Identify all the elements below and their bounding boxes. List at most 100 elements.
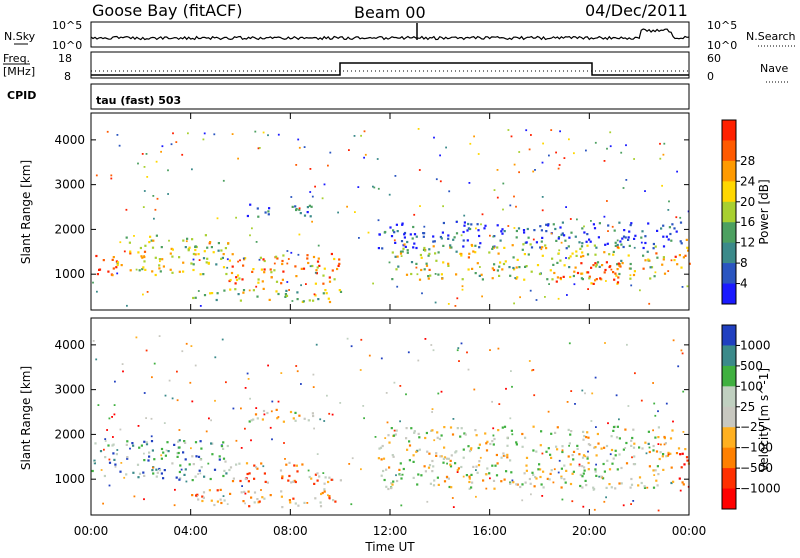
- echo-cell: [298, 207, 301, 210]
- echo-cell: [126, 440, 129, 443]
- echo-cell: [148, 241, 151, 244]
- echo-cell: [119, 241, 122, 244]
- echo-cell: [456, 427, 459, 430]
- echo-cell: [384, 437, 387, 439]
- echo-cell: [508, 266, 511, 269]
- echo-cell: [220, 249, 223, 252]
- echo-cell: [297, 504, 300, 507]
- echo-cell: [408, 440, 411, 443]
- echo-cell: [606, 242, 609, 245]
- x-axis-label: Time UT: [364, 540, 415, 554]
- echo-cell: [660, 443, 662, 446]
- echo-cell: [337, 264, 340, 267]
- echo-cell: [539, 246, 542, 249]
- echo-cell: [622, 245, 625, 249]
- echo-cell: [247, 480, 250, 483]
- echo-cell: [627, 405, 630, 407]
- echo-cell: [684, 254, 687, 257]
- echo-cell: [590, 220, 592, 222]
- echo-cell: [372, 185, 374, 188]
- echo-cell: [107, 444, 110, 447]
- echo-cell: [309, 215, 312, 218]
- x-tick-label: 00:00: [74, 524, 109, 538]
- echo-cell: [436, 476, 439, 479]
- echo-cell: [363, 156, 365, 159]
- echo-cell: [250, 439, 252, 442]
- echo-cell: [277, 416, 280, 418]
- echo-cell: [617, 262, 620, 265]
- echo-cell: [360, 134, 362, 137]
- echo-cell: [231, 480, 235, 483]
- echo-cell: [428, 252, 431, 255]
- echo-cell: [615, 436, 619, 439]
- echo-cell: [412, 460, 415, 463]
- echo-cell: [547, 223, 550, 226]
- echo-cell: [661, 184, 663, 187]
- echo-cell: [569, 275, 572, 279]
- echo-cell: [630, 477, 633, 481]
- echo-cell: [107, 270, 110, 273]
- echo-cell: [447, 264, 450, 267]
- echo-cell: [468, 252, 471, 255]
- echo-cell: [246, 472, 249, 476]
- echo-cell: [150, 239, 153, 242]
- echo-cell: [661, 263, 664, 266]
- echo-cell: [504, 260, 507, 263]
- echo-cell: [194, 253, 197, 256]
- echo-cell: [248, 505, 251, 508]
- echo-cell: [593, 227, 597, 230]
- echo-cell: [523, 231, 526, 234]
- echo-cell: [680, 242, 683, 245]
- echo-cell: [131, 442, 134, 445]
- echo-cell: [673, 227, 676, 230]
- echo-cell: [328, 412, 331, 415]
- freq-tick-top: 18: [58, 52, 72, 65]
- echo-cell: [244, 427, 246, 430]
- echo-cell: [380, 474, 383, 477]
- echo-cell: [443, 446, 446, 449]
- echo-cell: [138, 472, 142, 475]
- echo-cell: [244, 502, 246, 505]
- echo-cell: [581, 486, 584, 489]
- echo-cell: [150, 440, 154, 443]
- echo-cell: [191, 494, 194, 497]
- echo-cell: [532, 449, 535, 452]
- echo-cell: [544, 296, 546, 298]
- echo-cell: [316, 260, 320, 263]
- echo-cell: [294, 205, 297, 208]
- echo-cell: [578, 453, 581, 456]
- echo-cell: [590, 266, 593, 269]
- echo-cell: [601, 264, 604, 267]
- echo-cell: [143, 459, 146, 462]
- echo-cell: [244, 257, 247, 260]
- echo-cell: [399, 252, 403, 255]
- echo-cell: [659, 142, 661, 145]
- echo-cell: [541, 161, 544, 164]
- echo-cell: [614, 454, 617, 457]
- echo-cell: [655, 450, 659, 453]
- echo-cell: [314, 282, 317, 285]
- echo-cell: [612, 271, 615, 274]
- echo-cell: [222, 495, 225, 497]
- echo-cell: [113, 404, 116, 406]
- echo-cell: [182, 261, 185, 264]
- echo-cell: [123, 250, 126, 253]
- echo-cell: [415, 262, 418, 265]
- echo-cell: [644, 441, 647, 444]
- echo-cell: [496, 196, 499, 199]
- echo-cell: [416, 273, 419, 276]
- noise-search-label: N.Search: [746, 30, 796, 43]
- echo-cell: [653, 275, 656, 278]
- echo-cell: [650, 266, 654, 269]
- echo-cell: [594, 265, 598, 268]
- echo-cell: [567, 455, 570, 458]
- echo-cell: [116, 262, 119, 265]
- noise-panel: N.Sky 10^5 10^0 10^5 10^0 N.Search: [4, 19, 796, 52]
- echo-cell: [176, 455, 179, 458]
- echo-cell: [622, 235, 626, 238]
- echo-cell: [205, 430, 208, 433]
- echo-cell: [93, 461, 96, 463]
- echo-cell: [511, 433, 514, 436]
- echo-cell: [311, 264, 314, 268]
- echo-cell: [258, 147, 261, 149]
